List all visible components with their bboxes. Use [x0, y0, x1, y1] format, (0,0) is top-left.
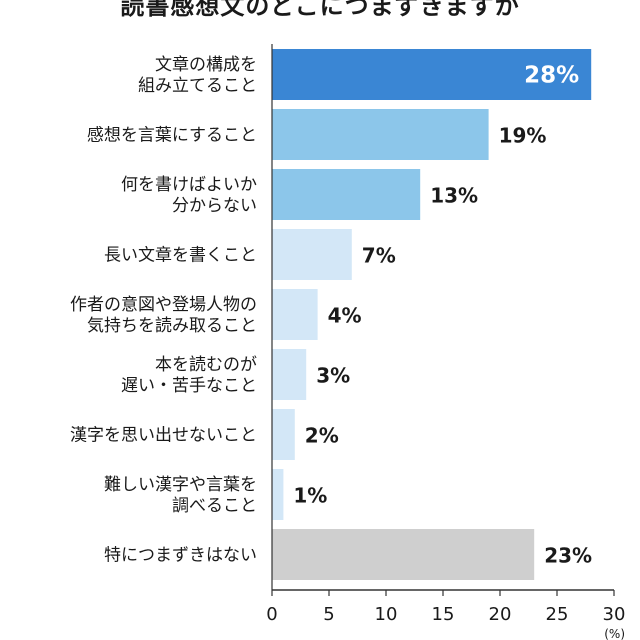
category-label: 感想を言葉にすること [87, 126, 257, 146]
x-tick-label: 15 [432, 604, 455, 625]
value-label: 19% [499, 124, 547, 148]
bar [272, 469, 284, 520]
bar [272, 349, 307, 400]
value-label: 28% [524, 63, 579, 89]
value-label: 13% [430, 184, 478, 208]
value-label: 3% [316, 364, 350, 388]
chart-title: 読書感想文のどこにつまずきますか [120, 0, 520, 20]
bar [272, 409, 295, 460]
x-tick-label: 25 [546, 604, 569, 625]
category-label: 長い文章を書くこと [104, 246, 257, 266]
bar [272, 49, 592, 100]
category-label: 文章の構成を組み立てること [138, 55, 257, 96]
category-label: 本を読むのが遅い・苦手なこと [121, 355, 257, 396]
x-tick-label: 0 [266, 604, 277, 625]
bar [272, 229, 352, 280]
bar [272, 529, 535, 580]
x-tick-label: 20 [489, 604, 512, 625]
unit-label: (%) [604, 627, 625, 640]
bar [272, 109, 489, 160]
value-label: 7% [362, 244, 396, 268]
bar [272, 169, 421, 220]
category-label: 何を書けばよいか分からない [121, 175, 257, 216]
category-label: 漢字を思い出せないこと [70, 426, 257, 446]
value-label: 4% [328, 304, 362, 328]
category-label: 特につまずきはない [104, 546, 257, 566]
bar [272, 289, 318, 340]
category-label: 作者の意図や登場人物の気持ちを読み取ること [70, 295, 257, 336]
x-tick-label: 5 [323, 604, 334, 625]
category-label: 難しい漢字や言葉を調べること [104, 475, 257, 516]
value-label: 23% [544, 544, 592, 568]
x-tick-label: 10 [375, 604, 398, 625]
x-tick-label: 30 [603, 604, 626, 625]
value-label: 2% [305, 424, 339, 448]
value-label: 1% [293, 484, 327, 508]
